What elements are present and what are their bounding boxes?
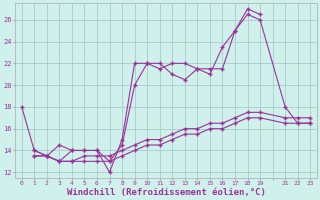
X-axis label: Windchill (Refroidissement éolien,°C): Windchill (Refroidissement éolien,°C) [67,188,265,197]
